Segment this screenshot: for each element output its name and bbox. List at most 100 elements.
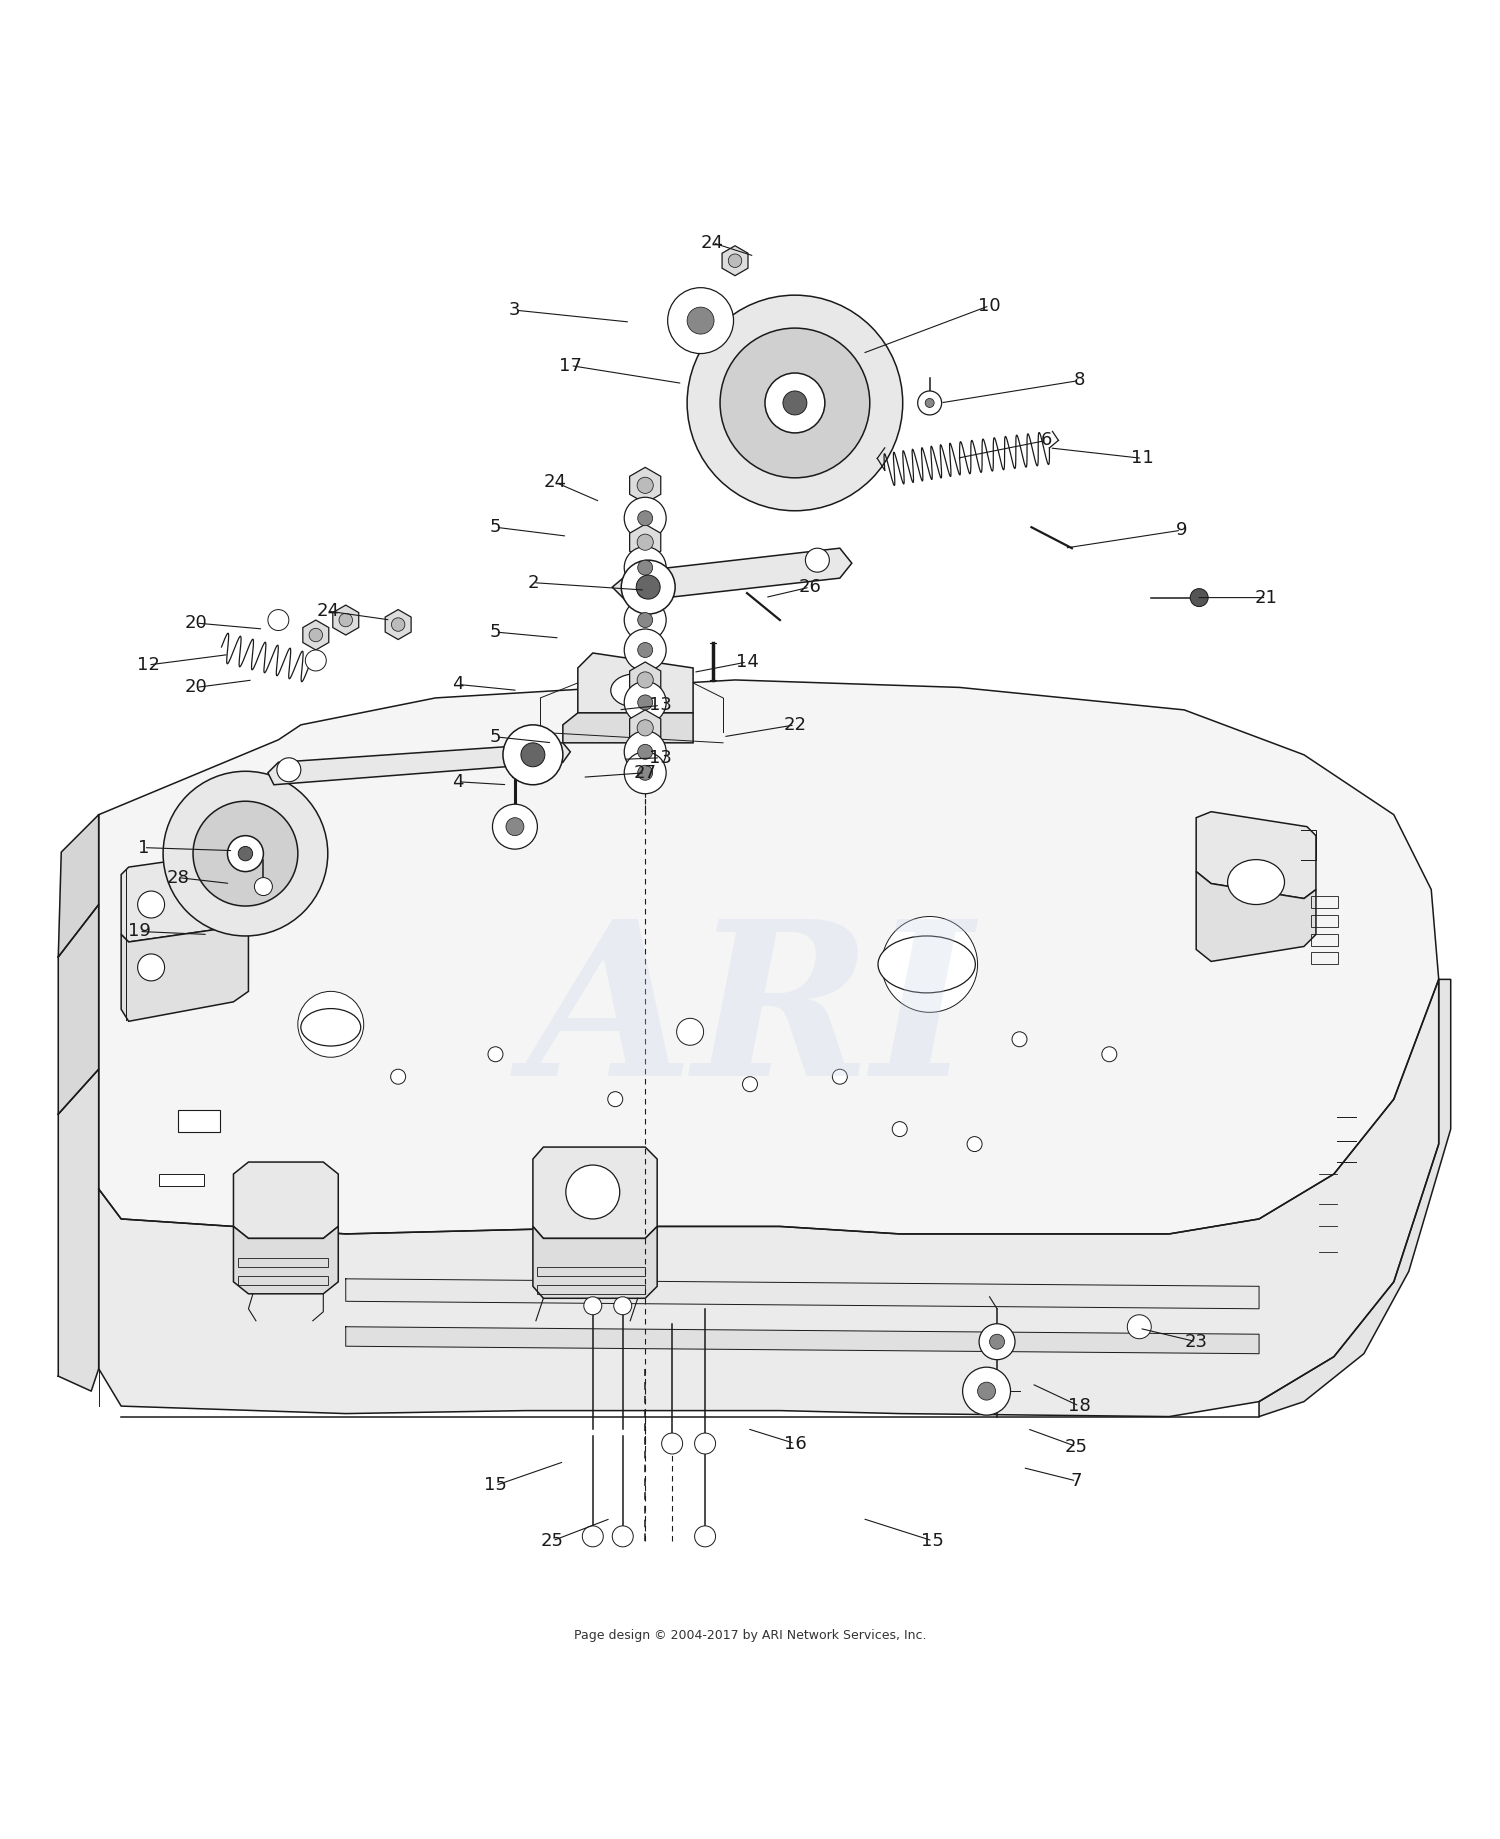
Text: Page design © 2004-2017 by ARI Network Services, Inc.: Page design © 2004-2017 by ARI Network S… xyxy=(573,1629,926,1642)
Text: 24: 24 xyxy=(316,601,339,620)
Polygon shape xyxy=(122,851,249,942)
Polygon shape xyxy=(630,467,662,504)
Text: 19: 19 xyxy=(128,923,150,940)
Text: 5: 5 xyxy=(489,623,501,642)
Circle shape xyxy=(138,892,165,918)
Text: 15: 15 xyxy=(484,1477,507,1495)
Circle shape xyxy=(990,1335,1005,1350)
Circle shape xyxy=(980,1324,1016,1359)
Text: 28: 28 xyxy=(166,868,189,886)
Text: 23: 23 xyxy=(1185,1333,1208,1350)
Circle shape xyxy=(306,649,327,671)
Circle shape xyxy=(164,771,328,936)
Text: 7: 7 xyxy=(1071,1471,1082,1490)
Polygon shape xyxy=(99,980,1438,1416)
Circle shape xyxy=(687,307,714,335)
Circle shape xyxy=(638,511,652,526)
Circle shape xyxy=(694,1433,715,1455)
Polygon shape xyxy=(562,714,693,743)
Text: 5: 5 xyxy=(489,519,501,537)
FancyBboxPatch shape xyxy=(178,1109,220,1133)
Ellipse shape xyxy=(610,673,658,706)
Circle shape xyxy=(668,287,734,353)
Polygon shape xyxy=(578,653,693,714)
Polygon shape xyxy=(346,1278,1258,1309)
Polygon shape xyxy=(630,710,662,747)
Text: 18: 18 xyxy=(1068,1398,1090,1414)
Text: 12: 12 xyxy=(136,657,159,673)
Polygon shape xyxy=(630,524,662,561)
Polygon shape xyxy=(333,605,358,634)
Circle shape xyxy=(503,725,562,785)
Circle shape xyxy=(194,802,298,907)
Text: 11: 11 xyxy=(1131,449,1154,467)
Polygon shape xyxy=(1258,980,1450,1416)
Polygon shape xyxy=(532,1148,657,1238)
Polygon shape xyxy=(159,1173,204,1186)
Circle shape xyxy=(624,629,666,671)
Circle shape xyxy=(1013,1032,1028,1046)
Circle shape xyxy=(1102,1046,1118,1061)
Text: 24: 24 xyxy=(544,473,567,491)
Circle shape xyxy=(729,254,742,267)
Circle shape xyxy=(492,804,537,850)
Circle shape xyxy=(687,294,903,511)
Circle shape xyxy=(624,546,666,588)
Polygon shape xyxy=(234,1227,339,1295)
Circle shape xyxy=(624,730,666,772)
Polygon shape xyxy=(722,246,748,276)
Circle shape xyxy=(624,752,666,794)
Circle shape xyxy=(339,614,352,627)
Text: 10: 10 xyxy=(978,296,1000,314)
Polygon shape xyxy=(58,1068,99,1390)
Polygon shape xyxy=(268,743,570,785)
Text: 2: 2 xyxy=(526,574,538,592)
Circle shape xyxy=(614,1296,632,1315)
Text: 27: 27 xyxy=(633,763,657,782)
Circle shape xyxy=(963,1366,1011,1414)
Circle shape xyxy=(918,392,942,416)
Polygon shape xyxy=(58,905,99,1114)
Text: ARI: ARI xyxy=(526,912,974,1122)
Circle shape xyxy=(638,765,652,780)
Circle shape xyxy=(506,818,524,835)
Circle shape xyxy=(694,1526,715,1547)
Polygon shape xyxy=(1196,811,1316,899)
Circle shape xyxy=(624,682,666,723)
Circle shape xyxy=(892,1122,908,1137)
Text: 16: 16 xyxy=(783,1434,807,1453)
Polygon shape xyxy=(122,920,249,1021)
Text: 20: 20 xyxy=(184,679,207,697)
Polygon shape xyxy=(234,1162,339,1238)
Circle shape xyxy=(255,877,273,896)
Text: 25: 25 xyxy=(542,1532,564,1550)
Circle shape xyxy=(621,561,675,614)
Circle shape xyxy=(584,1296,602,1315)
Circle shape xyxy=(612,1526,633,1547)
Text: 26: 26 xyxy=(798,577,822,596)
Text: 24: 24 xyxy=(700,234,724,252)
Circle shape xyxy=(638,581,654,598)
Polygon shape xyxy=(630,572,662,609)
Circle shape xyxy=(638,642,652,658)
Polygon shape xyxy=(346,1326,1258,1354)
Circle shape xyxy=(1190,588,1208,607)
Polygon shape xyxy=(303,620,328,649)
Circle shape xyxy=(765,373,825,432)
Text: 1: 1 xyxy=(138,839,150,857)
Text: 21: 21 xyxy=(1256,588,1278,607)
Polygon shape xyxy=(532,1227,657,1298)
Text: 4: 4 xyxy=(453,675,464,693)
Circle shape xyxy=(390,1068,405,1085)
Circle shape xyxy=(608,1092,622,1107)
Circle shape xyxy=(298,991,363,1057)
Polygon shape xyxy=(1196,872,1316,962)
Circle shape xyxy=(278,758,302,782)
Circle shape xyxy=(582,1526,603,1547)
Text: 13: 13 xyxy=(648,697,672,714)
Circle shape xyxy=(238,846,252,861)
Circle shape xyxy=(783,392,807,416)
Circle shape xyxy=(520,743,544,767)
Circle shape xyxy=(392,618,405,631)
Circle shape xyxy=(638,695,652,710)
